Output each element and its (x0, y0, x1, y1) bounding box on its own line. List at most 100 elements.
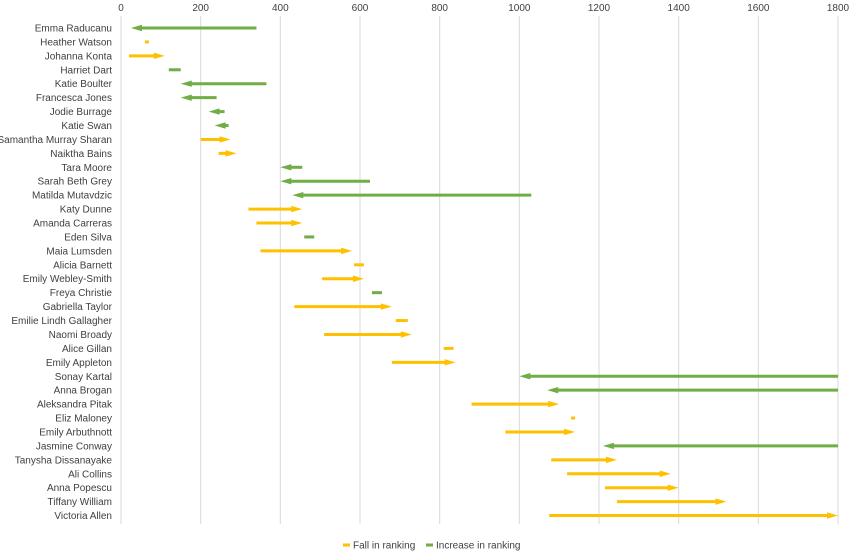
category-label: Matilda Mutavdzic (32, 191, 112, 202)
arrow-head (400, 331, 412, 338)
category-label: Maia Lumsden (46, 246, 112, 257)
fall-arrow (322, 275, 364, 282)
category-label: Emily Appleton (46, 358, 112, 369)
arrow-head (667, 484, 679, 491)
x-tick-label: 200 (192, 3, 209, 14)
x-tick-label: 1400 (668, 3, 691, 14)
increase-arrow (208, 108, 225, 115)
category-label: Jasmine Conway (36, 441, 112, 452)
arrow-head (208, 108, 220, 115)
increase-arrow (280, 164, 303, 171)
category-label: Alicia Barnett (53, 260, 112, 271)
fall-arrow (128, 52, 165, 60)
arrow-head (291, 205, 303, 213)
fall-arrow (248, 205, 303, 213)
fall-arrow (471, 400, 560, 408)
arrow-head (605, 456, 617, 464)
category-label: Tiffany William (48, 497, 112, 508)
fall-arrow (218, 150, 237, 157)
arrow-marks (128, 24, 838, 519)
x-tick-label: 1600 (747, 3, 770, 14)
fall-arrow (294, 303, 392, 310)
fall-arrow (260, 247, 353, 255)
category-label: Francesca Jones (36, 93, 112, 104)
gridlines (120, 16, 839, 524)
category-label: Emma Raducanu (35, 24, 112, 35)
arrow-head (547, 386, 559, 394)
increase-arrow (292, 191, 532, 199)
category-labels: Emma Raducanu Heather Watson Johanna Konta… (0, 24, 113, 523)
category-label: Anna Popescu (47, 483, 112, 494)
arrow-head (519, 373, 531, 380)
category-label: Katy Dunne (60, 205, 113, 216)
increase-arrow (130, 24, 257, 32)
category-label: Freya Christie (50, 288, 113, 299)
category-label: Harriet Dart (60, 65, 112, 76)
arrow-head (444, 359, 456, 366)
legend: Fall in ranking Increase in ranking (343, 541, 521, 552)
arrow-head (280, 178, 292, 185)
arrow-head (548, 400, 560, 408)
category-label: Victoria Allen (54, 511, 112, 522)
arrow-head (292, 191, 304, 199)
arrow-head (352, 275, 364, 282)
arrow-head (219, 136, 231, 143)
arrow-head (827, 512, 838, 519)
x-axis: 0 200 400 600 800 1000 1200 1400 1600 1800 (118, 3, 849, 14)
category-label: Ali Collins (68, 469, 112, 480)
increase-arrow (180, 94, 217, 101)
arrow-head (153, 52, 165, 60)
fall-arrow (200, 136, 231, 143)
category-label: Gabriella Taylor (43, 302, 113, 313)
arrow-head (280, 164, 292, 171)
category-label: Emily Arbuthnott (39, 427, 112, 438)
category-label: Heather Watson (40, 37, 112, 48)
arrow-head (225, 150, 237, 157)
x-tick-label: 0 (118, 3, 124, 14)
increase-arrow (180, 80, 267, 87)
category-label: Tara Moore (61, 163, 112, 174)
category-label: Naiktha Bains (50, 149, 112, 160)
x-tick-label: 1200 (588, 3, 611, 14)
fall-arrow (505, 428, 576, 436)
increase-arrow (214, 122, 229, 129)
fall-arrow (256, 219, 303, 227)
arrow-head (214, 122, 226, 129)
x-tick-label: 800 (431, 3, 448, 14)
increase-arrow (519, 373, 838, 380)
category-label: Naomi Broady (49, 330, 112, 341)
category-label: Jodie Burrage (50, 107, 113, 118)
legend-increase-label: Increase in ranking (436, 541, 521, 552)
category-label: Samantha Murray Sharan (0, 135, 112, 146)
arrow-head (341, 247, 353, 255)
fall-arrow (549, 512, 838, 519)
category-label: Tanysha Dissanayake (15, 455, 113, 466)
category-label: Sonay Kartal (55, 372, 112, 383)
x-tick-label: 400 (272, 3, 289, 14)
arrow-head (180, 80, 192, 87)
category-label: Eliz Maloney (55, 414, 112, 425)
category-label: Sarah Beth Grey (38, 177, 112, 188)
category-label: Amanda Carreras (33, 219, 112, 230)
arrow-head (380, 303, 392, 310)
category-label: Anna Brogan (54, 386, 112, 397)
increase-arrow (280, 178, 370, 185)
increase-arrow (602, 442, 838, 450)
category-label: Katie Swan (61, 121, 112, 132)
fall-arrow (604, 484, 679, 491)
category-label: Aleksandra Pitak (37, 400, 113, 411)
category-label: Alice Gillan (62, 344, 112, 355)
arrow-head (291, 219, 303, 227)
arrow-head (659, 470, 671, 477)
fall-arrow (616, 498, 727, 505)
arrow-head (130, 24, 142, 32)
x-tick-label: 1800 (827, 3, 850, 14)
category-label: Emily Webley-Smith (23, 274, 112, 285)
fall-arrow (567, 470, 671, 477)
legend-fall-label: Fall in ranking (353, 541, 415, 552)
category-label: Johanna Konta (45, 51, 113, 62)
category-label: Katie Boulter (55, 79, 113, 90)
category-label: Eden Silva (64, 232, 112, 243)
fall-arrow (391, 359, 456, 366)
